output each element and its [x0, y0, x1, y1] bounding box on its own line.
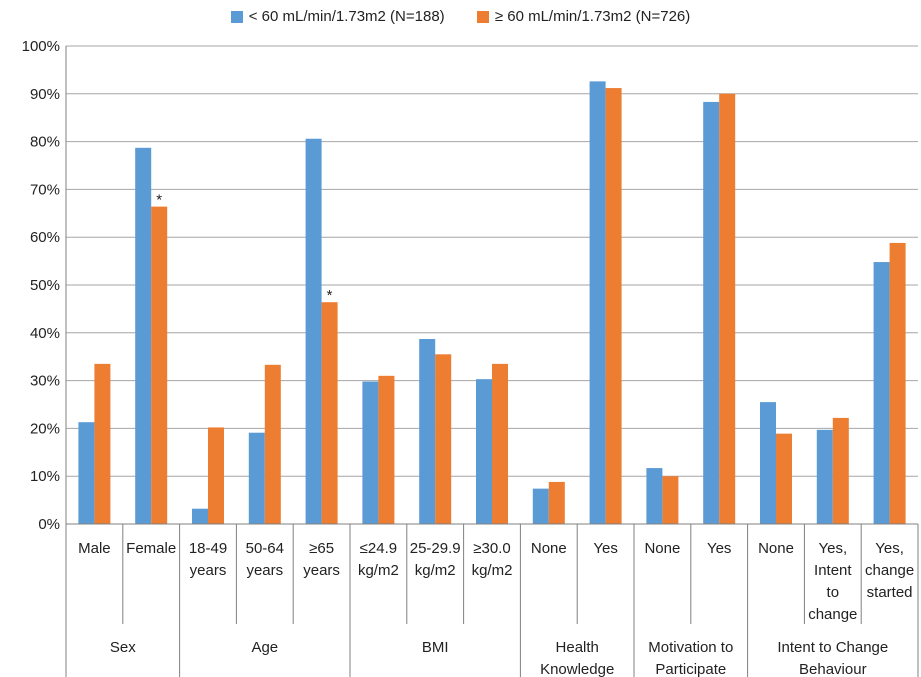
category-label: None — [531, 540, 567, 557]
bar-high-egfr — [492, 363, 508, 524]
bar-low-egfr — [476, 379, 492, 524]
category-label: Intent — [814, 562, 852, 579]
y-tick-label: 20% — [30, 420, 60, 437]
category-label: Male — [78, 540, 111, 557]
category-label: Yes — [707, 540, 731, 557]
group-label: Behaviour — [799, 661, 867, 677]
legend: < 60 mL/min/1.73m2 (N=188) ≥ 60 mL/min/1… — [0, 8, 921, 27]
category-label: ≤24.9 — [360, 540, 397, 557]
y-tick-label: 30% — [30, 373, 60, 390]
category-label: started — [867, 584, 913, 601]
y-tick-label: 10% — [30, 468, 60, 485]
category-label: ≥65 — [309, 540, 334, 557]
bar-low-egfr — [646, 468, 663, 524]
group-label: Motivation to — [648, 639, 733, 656]
bar-low-egfr — [248, 432, 265, 524]
bar-high-egfr — [719, 93, 736, 525]
significance-marker: * — [327, 287, 333, 304]
legend-label-low-egfr: < 60 mL/min/1.73m2 (N=188) — [248, 8, 445, 25]
group-label: Intent to Change — [777, 639, 888, 656]
bar-high-egfr — [264, 364, 281, 524]
group-label: Participate — [655, 661, 726, 677]
significance-marker: * — [156, 192, 162, 209]
legend-swatch-low-egfr — [230, 10, 243, 23]
group-label: BMI — [422, 639, 449, 656]
y-tick-label: 80% — [30, 134, 60, 151]
legend-label-high-egfr: ≥ 60 mL/min/1.73m2 (N=726) — [494, 8, 691, 25]
group-label: Knowledge — [540, 661, 614, 677]
category-label: years — [246, 562, 283, 579]
bar-low-egfr — [760, 402, 776, 524]
category-label: Yes — [593, 540, 617, 557]
y-tick-label: 40% — [30, 325, 60, 342]
category-label: Female — [126, 540, 176, 557]
y-tick-label: 50% — [30, 277, 60, 294]
bar-low-egfr — [135, 147, 152, 524]
legend-item-high-egfr: ≥ 60 mL/min/1.73m2 (N=726) — [476, 8, 691, 25]
y-tick-label: 0% — [38, 516, 60, 533]
bar-low-egfr — [362, 381, 379, 524]
bar-low-egfr — [816, 429, 833, 524]
group-label: Age — [251, 639, 278, 656]
y-tick-label: 90% — [30, 86, 60, 103]
bar-high-egfr — [776, 433, 792, 524]
bar-high-egfr — [662, 476, 679, 524]
bar-high-egfr — [435, 354, 452, 524]
bar-high-egfr — [208, 427, 224, 524]
bar-high-egfr — [321, 302, 338, 524]
bar-high-egfr — [94, 363, 111, 524]
bar-high-egfr — [151, 206, 168, 524]
group-label: Health — [556, 639, 599, 656]
category-label: None — [758, 540, 794, 557]
bar-low-egfr — [192, 508, 208, 524]
legend-item-low-egfr: < 60 mL/min/1.73m2 (N=188) — [230, 8, 445, 25]
y-tick-label: 100% — [22, 38, 60, 55]
bar-high-egfr — [548, 481, 565, 524]
legend-swatch-high-egfr — [476, 10, 489, 23]
bar-low-egfr — [532, 488, 549, 524]
bar-high-egfr — [889, 242, 906, 524]
bar-high-egfr — [605, 88, 622, 525]
category-label: kg/m2 — [415, 562, 456, 579]
category-label: None — [644, 540, 680, 557]
category-label: 50-64 — [246, 540, 284, 557]
bar-low-egfr — [873, 262, 890, 524]
category-label: years — [190, 562, 227, 579]
category-label: ≥30.0 — [473, 540, 510, 557]
y-tick-label: 70% — [30, 181, 60, 198]
bar-low-egfr — [78, 422, 95, 524]
category-label: 25-29.9 — [410, 540, 461, 557]
category-label: change — [808, 606, 857, 623]
bar-high-egfr — [378, 375, 395, 524]
bar-low-egfr — [305, 138, 322, 524]
category-label: to — [827, 584, 840, 601]
bar-low-egfr — [703, 101, 720, 525]
bar-low-egfr — [419, 339, 436, 524]
category-label: Yes, — [875, 540, 904, 557]
category-label: years — [303, 562, 340, 579]
bar-high-egfr — [832, 417, 849, 524]
category-label: Yes, — [818, 540, 847, 557]
group-label: Sex — [110, 639, 136, 656]
category-label: kg/m2 — [472, 562, 513, 579]
category-label: change — [865, 562, 914, 579]
category-label: kg/m2 — [358, 562, 399, 579]
category-label: 18-49 — [189, 540, 227, 557]
y-tick-label: 60% — [30, 229, 60, 246]
bar-low-egfr — [589, 81, 606, 524]
